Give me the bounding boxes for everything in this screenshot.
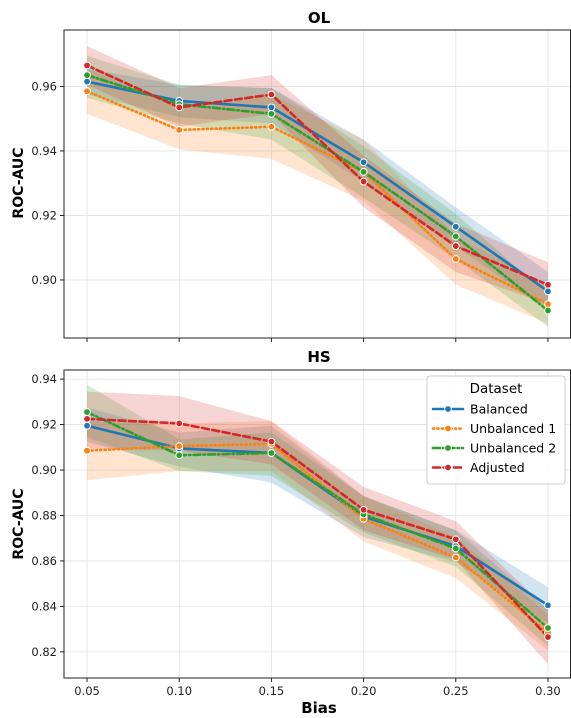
data-point-adjusted (359, 177, 368, 186)
panel-hs-xlabel: Bias (301, 699, 337, 717)
data-point-unbalanced-2 (83, 71, 91, 80)
panel-hs: HS ROC-AUC Bias 0.82 0.84 0.86 0.88 0.90 0.92… (11, 348, 571, 717)
x-tick-label: 0.20 (351, 684, 377, 698)
series-line-balanced (85, 80, 550, 293)
x-tick-label: 0.15 (259, 684, 285, 698)
legend-marker-unbalanced-2 (444, 444, 452, 452)
data-point-unbalanced-1 (83, 446, 91, 455)
data-point-unbalanced-2 (451, 544, 460, 553)
panel-hs-plot-area: 0.82 0.84 0.86 0.88 0.90 0.92 0.94 0.05 0.10 0.15… (31, 369, 571, 698)
ci-band-unbalanced-1 (87, 421, 548, 651)
legend-marker-balanced (444, 405, 452, 413)
data-point-unbalanced-1 (83, 87, 91, 96)
data-point-adjusted (267, 90, 276, 99)
data-point-adjusted (175, 103, 184, 112)
panel-ol-plot-area: 0.90 0.92 0.94 0.96 (31, 29, 571, 342)
series-line-adjusted (85, 417, 550, 639)
data-point-adjusted (544, 633, 552, 641)
data-point-balanced (83, 421, 91, 430)
data-point-unbalanced-1 (175, 126, 184, 134)
data-point-adjusted (83, 414, 91, 423)
data-point-unbalanced-2 (544, 306, 552, 315)
panel-ol-ylabel: ROC-AUC (11, 147, 27, 218)
y-tick-label: 0.94 (31, 144, 57, 158)
panel-ol-title: OL (308, 9, 331, 27)
data-point-unbalanced-1 (451, 255, 460, 263)
data-point-unbalanced-2 (83, 408, 91, 416)
data-point-unbalanced-2 (175, 451, 184, 460)
y-tick-label: 0.96 (31, 79, 57, 93)
y-tick-label: 0.94 (31, 372, 57, 386)
x-tick-label: 0.30 (535, 684, 561, 698)
legend-label-unbalanced-1: Unbalanced 1 (470, 421, 556, 436)
panel-hs-title: HS (307, 348, 330, 366)
series-line-adjusted (85, 64, 550, 287)
y-tick-label: 0.90 (31, 273, 57, 287)
ci-band-unbalanced-2 (87, 55, 548, 327)
data-point-unbalanced-1 (451, 553, 460, 562)
data-point-balanced (451, 222, 460, 231)
y-tick-label: 0.92 (31, 418, 57, 432)
legend-entries: Balanced Unbalanced 1 Unbalanced 2 Adjusted (431, 402, 556, 475)
y-tick-label: 0.88 (31, 508, 57, 522)
data-point-adjusted (359, 505, 368, 514)
data-point-unbalanced-2 (451, 232, 460, 241)
data-point-unbalanced-1 (175, 442, 184, 451)
data-point-adjusted (267, 437, 276, 446)
y-tick-label: 0.92 (31, 208, 57, 222)
data-point-adjusted (544, 280, 552, 289)
y-tick-label: 0.82 (31, 645, 57, 659)
data-point-adjusted (451, 242, 460, 250)
data-point-unbalanced-1 (267, 122, 276, 131)
data-point-unbalanced-2 (267, 109, 276, 118)
data-point-adjusted (83, 61, 91, 70)
legend-label-adjusted: Adjusted (470, 460, 525, 475)
legend-box (426, 375, 566, 485)
x-tick-label: 0.10 (166, 684, 192, 698)
panel-hs-ylabel: ROC-AUC (11, 488, 27, 559)
data-point-balanced (83, 77, 91, 86)
legend-label-balanced: Balanced (470, 402, 528, 417)
series-line-unbalanced-1 (85, 89, 550, 306)
data-point-adjusted (451, 535, 460, 544)
y-tick-label: 0.84 (31, 599, 57, 613)
panel-ol: OL ROC-AUC 0.90 0.92 0.94 0.96 (11, 9, 571, 342)
legend-marker-adjusted (444, 463, 452, 472)
data-point-balanced (544, 601, 552, 610)
y-tick-label: 0.86 (31, 554, 57, 568)
ci-band-adjusted (87, 391, 548, 665)
legend-title: Dataset (470, 381, 523, 397)
ci-band-balanced (87, 68, 548, 311)
ci-band-adjusted (87, 46, 548, 305)
y-tick-label: 0.90 (31, 463, 57, 477)
data-point-balanced (544, 287, 552, 296)
ci-band-unbalanced-1 (87, 68, 548, 324)
data-point-unbalanced-2 (359, 168, 368, 176)
data-point-balanced (267, 103, 276, 112)
ci-band-balanced (87, 407, 548, 624)
data-point-adjusted (175, 419, 184, 428)
data-point-unbalanced-1 (544, 300, 552, 309)
data-point-unbalanced-2 (267, 449, 276, 457)
legend-label-unbalanced-2: Unbalanced 2 (470, 441, 556, 456)
legend-marker-unbalanced-1 (444, 424, 452, 433)
x-tick-label: 0.25 (443, 684, 469, 698)
data-point-balanced (359, 158, 368, 167)
x-tick-label: 0.05 (74, 684, 100, 698)
legend: Dataset Balanced Unbalanced 1 Unbalanced 2… (426, 375, 566, 485)
data-point-unbalanced-2 (544, 624, 552, 632)
series-line-unbalanced-2 (85, 410, 550, 630)
